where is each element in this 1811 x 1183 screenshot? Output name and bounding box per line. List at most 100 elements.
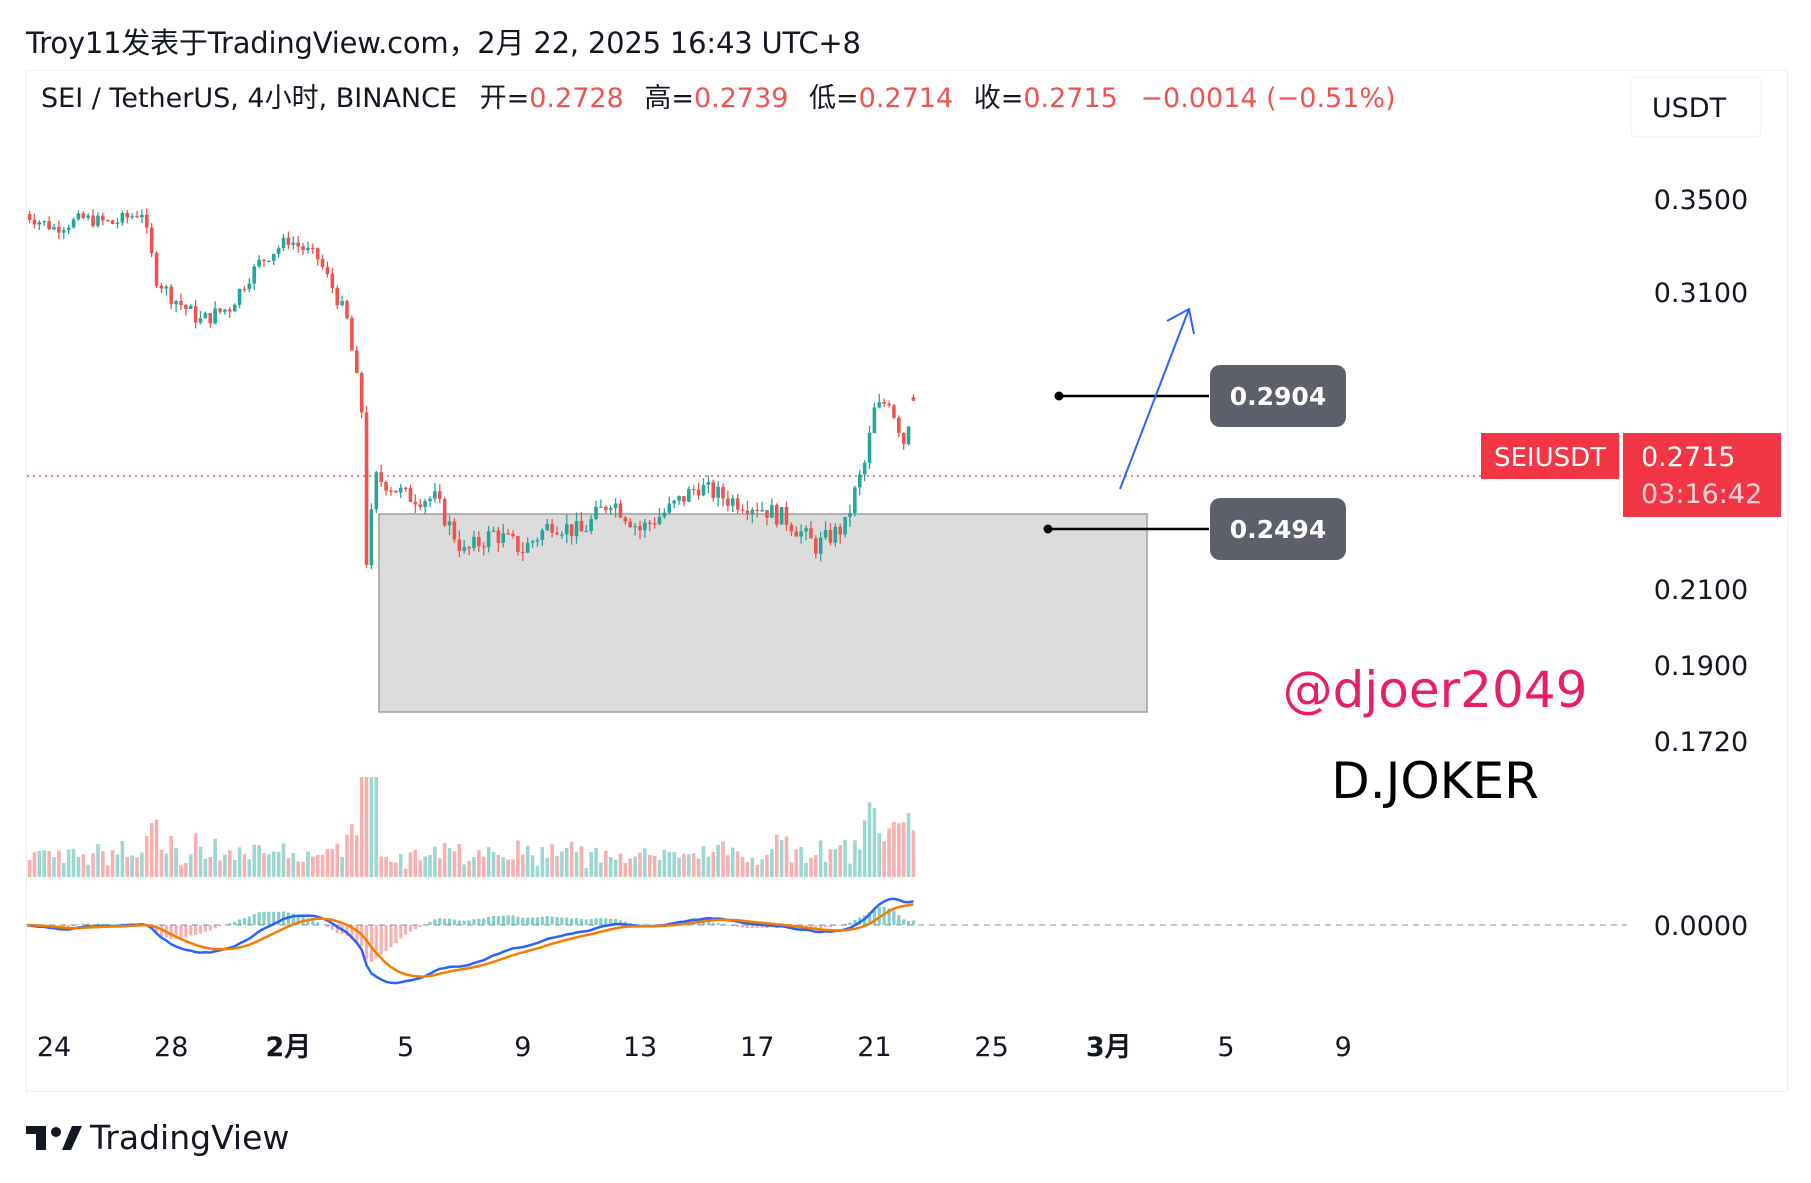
price-axis[interactable]: 0.35000.31000.24000.21000.19000.17200.00… bbox=[1654, 185, 1748, 942]
volume-bar bbox=[37, 850, 42, 877]
candle bbox=[555, 532, 559, 535]
volume-bar bbox=[735, 851, 740, 877]
volume-bar bbox=[47, 851, 51, 877]
candle bbox=[467, 547, 471, 549]
macd-hist-bar bbox=[355, 925, 359, 943]
candle bbox=[105, 220, 110, 222]
volume-bar bbox=[125, 856, 130, 877]
macd-hist-bar bbox=[262, 911, 266, 925]
candle bbox=[770, 505, 774, 518]
volume-bar bbox=[291, 852, 296, 877]
candle bbox=[374, 472, 379, 510]
candle bbox=[687, 488, 691, 502]
volume-bar bbox=[481, 856, 486, 877]
candle bbox=[423, 501, 427, 507]
candle bbox=[188, 305, 193, 309]
macd-hist-bar bbox=[570, 918, 574, 925]
macd-hist-bar bbox=[62, 925, 66, 928]
macd-hist-bar bbox=[169, 925, 173, 940]
time-axis[interactable]: 24 28 2月 5 9 13 17 21 25 3月 5 9 bbox=[37, 1032, 1352, 1063]
legend-open: 0.2728 bbox=[529, 83, 623, 114]
projection-arrow[interactable] bbox=[1119, 307, 1195, 490]
consolidation-box[interactable] bbox=[378, 513, 1148, 713]
macd-hist-bar bbox=[252, 914, 256, 925]
candle bbox=[809, 528, 813, 539]
macd-hist-bar bbox=[203, 925, 207, 932]
macd-hist-bar bbox=[81, 923, 85, 925]
volume-bar bbox=[159, 849, 164, 877]
level-low-callout[interactable]: 0.2494 bbox=[1210, 498, 1346, 560]
time-axis-label: 25 bbox=[974, 1032, 1008, 1063]
candle bbox=[91, 215, 95, 227]
candle bbox=[179, 300, 183, 305]
volume-bar bbox=[594, 847, 598, 877]
macd-hist-bar bbox=[579, 918, 583, 925]
candle bbox=[359, 373, 364, 413]
macd-hist-bar bbox=[467, 920, 471, 925]
volume-bar bbox=[521, 854, 525, 877]
volume-bar bbox=[555, 856, 559, 877]
candle bbox=[252, 266, 257, 284]
candle bbox=[311, 247, 315, 250]
legend-symbol: SEI / TetherUS, 4小时, BINANCE bbox=[41, 83, 457, 114]
candle bbox=[701, 484, 706, 496]
price-axis-label: 0.1720 bbox=[1654, 727, 1748, 758]
macd-hist-bar bbox=[174, 925, 178, 939]
candle bbox=[218, 308, 222, 312]
macd-hist-bar bbox=[731, 925, 735, 926]
candle bbox=[418, 504, 423, 507]
candle bbox=[569, 524, 574, 537]
macd-hist-bar bbox=[237, 919, 242, 925]
time-axis-label: 13 bbox=[623, 1032, 657, 1063]
time-axis-label: 3月 bbox=[1086, 1032, 1132, 1063]
volume-bar bbox=[613, 859, 618, 877]
volume-bar bbox=[853, 840, 857, 877]
macd-hist-bar bbox=[228, 923, 232, 925]
volume-bar bbox=[794, 849, 799, 877]
candle bbox=[530, 541, 535, 543]
volume-bar bbox=[389, 861, 393, 877]
candle bbox=[315, 248, 320, 259]
macd-hist-bar bbox=[477, 918, 481, 925]
volume-bar bbox=[833, 849, 838, 877]
level-high-callout[interactable]: 0.2904 bbox=[1210, 365, 1346, 427]
candle bbox=[335, 287, 340, 306]
candle bbox=[589, 518, 593, 531]
candle bbox=[496, 530, 501, 543]
volume-bar bbox=[452, 851, 457, 877]
volume-bar bbox=[223, 854, 227, 877]
volume-bar bbox=[320, 854, 325, 877]
volume-bar bbox=[325, 848, 330, 877]
candle bbox=[296, 242, 300, 247]
macd-hist-bar bbox=[418, 925, 422, 927]
time-axis-label: 28 bbox=[154, 1032, 188, 1063]
volume-bar bbox=[667, 851, 672, 877]
candle bbox=[140, 214, 144, 218]
macd-hist-bar bbox=[106, 923, 110, 925]
price-tag[interactable]: SEIUSDT 0.2715 03:16:42 bbox=[1481, 433, 1781, 517]
volume-bar bbox=[281, 843, 286, 877]
tradingview-footer[interactable]: TradingView bbox=[26, 1118, 289, 1157]
volume-bar bbox=[672, 852, 676, 877]
volume-bar bbox=[462, 864, 466, 877]
macd-hist-bar bbox=[535, 917, 540, 925]
currency-badge[interactable]: USDT bbox=[1630, 76, 1762, 138]
macd-hist-bar bbox=[604, 918, 608, 925]
macd-hist-bar bbox=[511, 915, 515, 925]
macd-hist-bar bbox=[428, 921, 432, 925]
volume-bar bbox=[120, 841, 125, 877]
candle bbox=[774, 505, 779, 525]
chart-frame[interactable]: SEI / TetherUS, 4小时, BINANCE 开=0.2728 高=… bbox=[26, 70, 1788, 1092]
volume-bar bbox=[779, 840, 784, 877]
volume-bar bbox=[774, 834, 779, 877]
volume-bar bbox=[105, 865, 110, 877]
volume-bar bbox=[315, 855, 320, 877]
watermark-handle: @djoer2049 bbox=[1283, 661, 1588, 719]
macd-hist-bar bbox=[828, 925, 833, 928]
volume-bar bbox=[467, 860, 471, 877]
level-low-dot bbox=[1043, 524, 1053, 534]
volume-bar bbox=[906, 813, 911, 877]
macd-hist-bar bbox=[589, 919, 593, 925]
macd-hist-bar bbox=[447, 918, 452, 925]
candle bbox=[667, 503, 672, 513]
